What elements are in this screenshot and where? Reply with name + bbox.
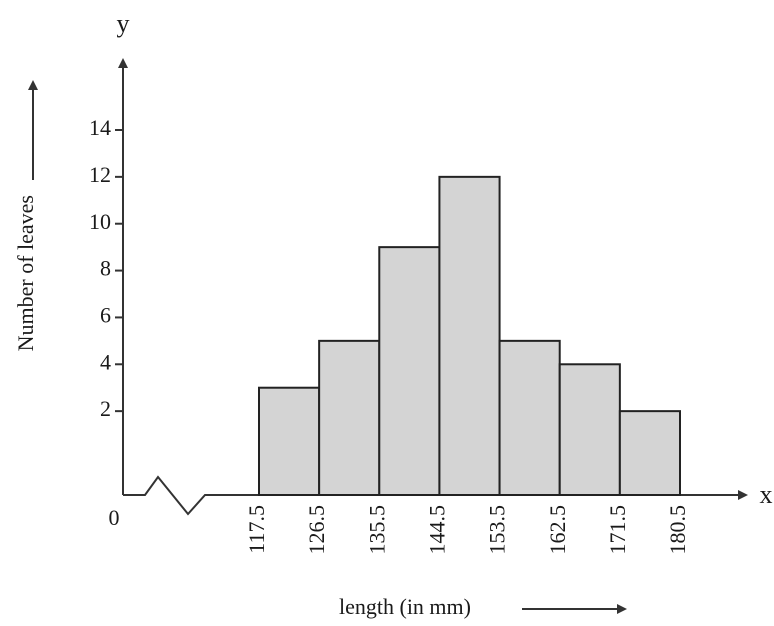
bar [558,363,621,496]
x-tick-label: 126.5 [304,505,329,555]
bar [318,339,381,496]
bar [258,386,321,497]
y-tick-label: 2 [100,396,111,421]
y-tick-label: 14 [89,115,111,140]
bar [498,339,561,496]
y-tick-label: 4 [100,349,111,374]
y-tick-label: 6 [100,302,111,327]
bar [378,246,441,496]
x-axis-label: length (in mm) [339,594,471,619]
bar [438,175,501,496]
x-tick-label: 144.5 [424,505,449,555]
origin-label: 0 [109,505,120,530]
x-tick-label: 162.5 [545,505,570,555]
x-tick-label: 153.5 [485,505,510,555]
bar [618,410,681,496]
x-tick-label: 171.5 [605,505,630,555]
y-tick-label: 10 [89,209,111,234]
x-tick-label: 117.5 [244,505,269,554]
y-tick-label: 8 [100,256,111,281]
y-tick-label: 12 [89,162,111,187]
y-axis-name: y [117,9,130,38]
x-tick-label: 180.5 [665,505,690,555]
x-axis-name: x [760,480,773,509]
x-tick-label: 135.5 [364,505,389,555]
y-axis-label: Number of leaves [13,195,38,351]
